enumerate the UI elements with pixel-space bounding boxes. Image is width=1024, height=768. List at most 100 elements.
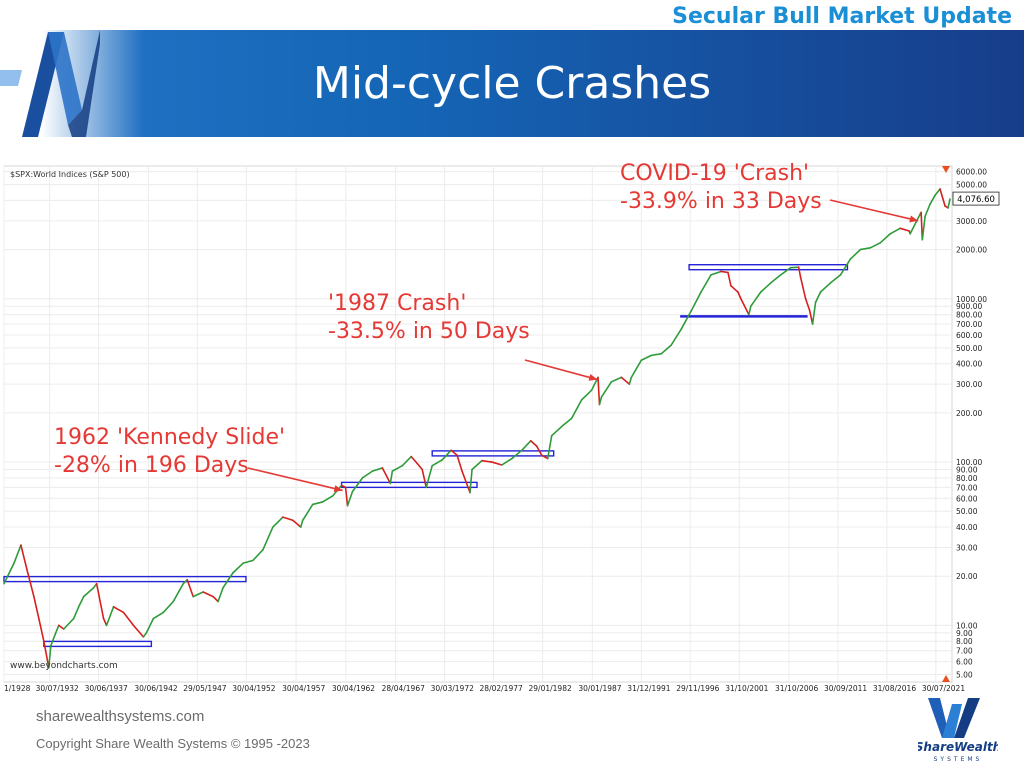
price-segment [202, 591, 214, 598]
price-segment [38, 617, 45, 642]
price-segment [212, 595, 219, 603]
price-segment [77, 595, 85, 608]
x-tick-label: 31/08/2016 [873, 684, 916, 693]
y-tick-label: 6000.00 [956, 168, 987, 177]
price-segment [546, 434, 553, 460]
price-segment [54, 624, 60, 634]
annotation-arrow [247, 467, 343, 492]
x-tick-label: 30/04/1957 [282, 684, 325, 693]
price-segment [232, 562, 244, 574]
price-segment [814, 291, 822, 304]
price-segment [33, 595, 40, 620]
x-tick-label: 30/07/2021 [922, 684, 965, 693]
price-segment [535, 445, 543, 457]
price-segment [62, 617, 75, 630]
chart-title: $SPX:World Indices (S&P 500) [10, 170, 130, 179]
price-segment [291, 519, 302, 528]
n-logo-icon [0, 30, 100, 137]
price-segment [769, 274, 782, 284]
price-segment [727, 271, 732, 287]
price-segment [391, 464, 404, 472]
y-tick-label: 8.00 [956, 637, 973, 646]
annotation-arrowhead [909, 215, 919, 223]
x-tick-label: 31/10/2006 [775, 684, 818, 693]
price-segment [371, 467, 384, 472]
price-segment [416, 462, 424, 471]
price-segment [456, 454, 463, 472]
price-segment [172, 582, 185, 603]
price-segment [381, 467, 392, 485]
annotation-kennedy-title: 1962 'Kennedy Slide' [54, 425, 286, 450]
annotation-1987-title: '1987 Crash' [328, 291, 467, 316]
sharewealth-logo-icon: ShareWealth SYSTEMS [918, 698, 998, 763]
chart-watermark: www.beyondcharts.com [10, 661, 118, 671]
price-segment [580, 389, 593, 401]
annotation-arrowhead [333, 485, 343, 492]
price-segment [929, 194, 936, 205]
price-segment [947, 198, 951, 209]
price-segment [262, 526, 274, 551]
x-tick-label: 30/06/1942 [134, 684, 177, 693]
price-segment [598, 396, 603, 406]
x-tick-label: 28/04/1967 [382, 684, 425, 693]
range-box [431, 450, 555, 457]
last-value-label: 4,076.60 [952, 191, 1000, 206]
price-segment [660, 344, 672, 355]
price-segment [829, 274, 842, 284]
range-box [688, 264, 849, 271]
price-segment [311, 501, 324, 506]
x-tick-label: 29/01/1982 [529, 684, 572, 693]
y-tick-label: 9.00 [956, 629, 973, 638]
price-segment [102, 617, 108, 627]
price-segment [760, 282, 772, 293]
price-segment [48, 644, 52, 669]
annotation-covid-crash: COVID-19 'Crash' -33.9% in 33 Days [620, 160, 822, 216]
price-segment [425, 464, 433, 489]
y-tick-label: 10.00 [956, 621, 978, 630]
price-segment [540, 454, 549, 460]
price-segment [421, 468, 428, 489]
y-tick-label: 5.00 [956, 671, 973, 680]
price-segment [804, 297, 811, 312]
annotation-kennedy-stat: -28% in 196 Days [54, 453, 249, 478]
price-segment [819, 282, 832, 293]
price-segment [361, 470, 374, 479]
price-segment [132, 624, 145, 638]
price-segment [26, 568, 35, 598]
price-segment [72, 605, 80, 620]
y-tick-label: 200.00 [956, 409, 982, 418]
x-tick-label: 29/05/1947 [183, 684, 226, 693]
x-tick-label: 30/07/1932 [36, 684, 79, 693]
footer-website[interactable]: sharewealthsystems.com [36, 708, 205, 725]
price-segment [597, 376, 601, 406]
price-segment [748, 305, 752, 316]
price-segment [105, 605, 115, 627]
annotation-1987-crash: '1987 Crash' -33.5% in 50 Days [328, 290, 530, 346]
price-segment [351, 477, 364, 493]
price-segment [441, 449, 452, 461]
title-banner [0, 30, 1024, 137]
price-segment [272, 516, 284, 528]
price-segment [511, 449, 523, 460]
y-tick-label: 80.00 [956, 474, 978, 483]
price-segment [152, 611, 165, 620]
price-segment [389, 470, 394, 485]
price-segment [640, 354, 653, 362]
price-segment [50, 632, 57, 647]
price-segment [620, 376, 631, 385]
price-segment [670, 328, 682, 346]
price-segment [849, 248, 862, 260]
y-tick-label: 5000.00 [956, 181, 987, 190]
price-segment [162, 600, 175, 614]
price-segment [186, 579, 195, 598]
annotation-covid-title: COVID-19 'Crash' [620, 161, 810, 186]
price-segment [282, 516, 294, 522]
bottom-marker [942, 675, 950, 682]
x-tick-label: 30/04/1952 [232, 684, 275, 693]
price-segment [182, 579, 189, 585]
y-tick-label: 2000.00 [956, 246, 987, 255]
y-tick-label: 60.00 [956, 494, 978, 503]
x-tick-label: 30/09/2011 [824, 684, 867, 693]
price-segment [450, 449, 458, 457]
